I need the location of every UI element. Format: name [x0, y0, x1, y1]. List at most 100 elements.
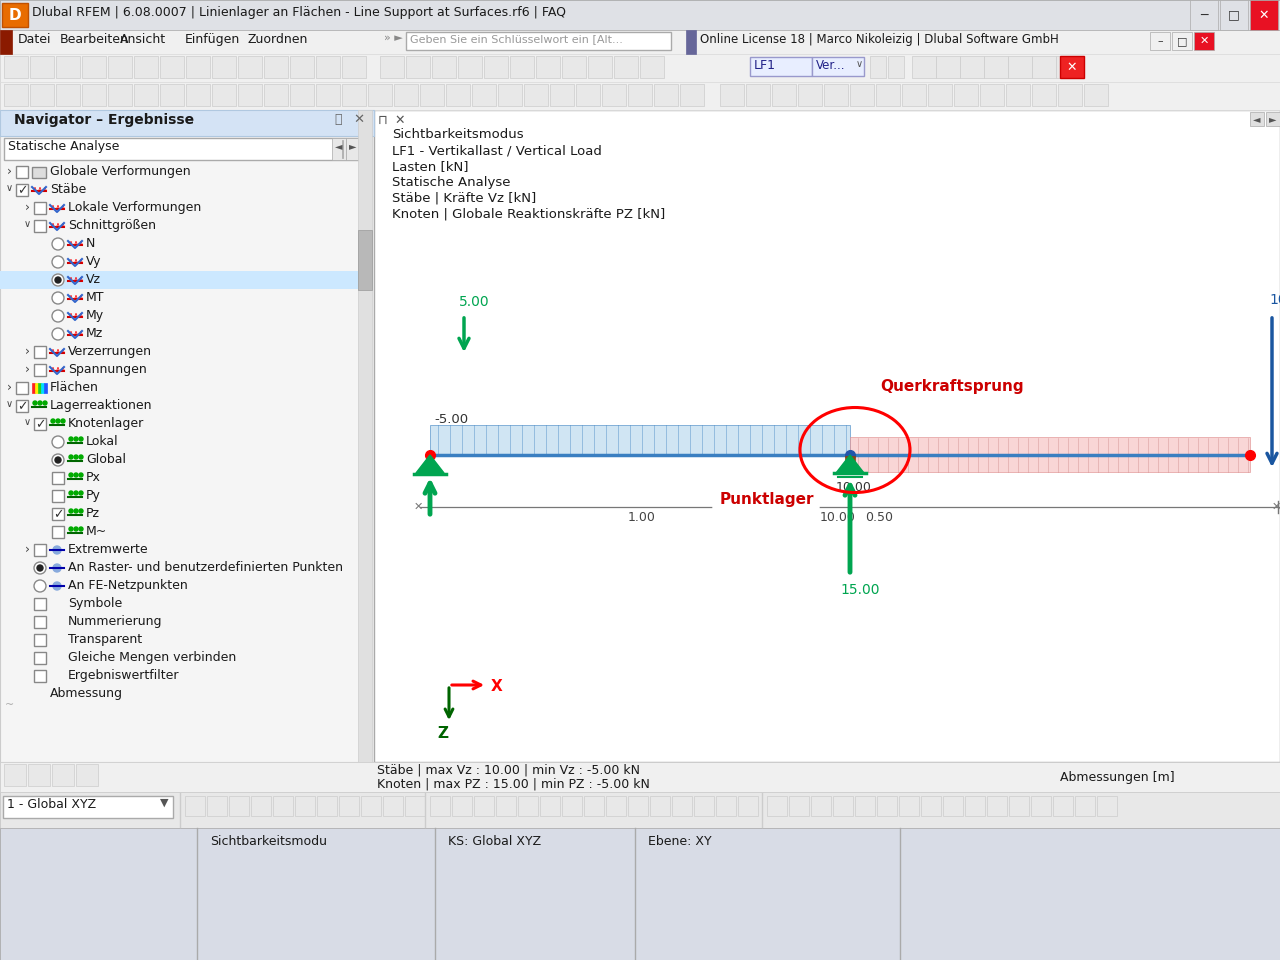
Bar — [0, 110, 374, 136]
Bar — [0, 271, 372, 289]
Text: ◄: ◄ — [335, 141, 343, 151]
Circle shape — [79, 491, 83, 495]
Circle shape — [61, 419, 65, 423]
Bar — [877, 796, 897, 816]
Bar — [316, 56, 340, 78]
Text: Ergebniswertfilter: Ergebniswertfilter — [68, 669, 179, 682]
Circle shape — [52, 436, 64, 448]
Bar — [374, 110, 1280, 762]
Bar — [15, 382, 28, 394]
Circle shape — [52, 454, 64, 466]
Circle shape — [69, 455, 73, 459]
Text: ✓: ✓ — [17, 400, 27, 413]
Text: Abmessung: Abmessung — [50, 687, 123, 700]
Circle shape — [37, 565, 44, 571]
Text: ✕: ✕ — [1272, 502, 1280, 512]
Text: MT: MT — [86, 291, 105, 304]
Text: ✕: ✕ — [1199, 36, 1208, 46]
Bar — [1172, 32, 1192, 50]
Text: ∨: ∨ — [856, 59, 863, 69]
Bar — [4, 84, 28, 106]
Bar — [4, 764, 26, 786]
Bar — [160, 56, 184, 78]
Text: ~: ~ — [5, 700, 14, 710]
Text: -5.00: -5.00 — [434, 413, 468, 426]
Bar — [346, 138, 360, 160]
Text: M~: M~ — [86, 525, 108, 538]
Text: Px: Px — [86, 471, 101, 484]
Bar — [1190, 0, 1219, 30]
Circle shape — [79, 473, 83, 477]
Bar — [833, 796, 852, 816]
Bar — [943, 796, 963, 816]
Bar — [406, 56, 430, 78]
Text: 📌: 📌 — [334, 113, 342, 126]
Bar — [35, 598, 46, 610]
Text: Lokal: Lokal — [86, 435, 119, 448]
Text: Bearbeiten: Bearbeiten — [60, 33, 129, 46]
Bar — [550, 84, 573, 106]
FancyBboxPatch shape — [873, 373, 1007, 401]
Text: KS: Global XYZ: KS: Global XYZ — [448, 835, 541, 848]
Bar — [361, 796, 381, 816]
Text: Abmessungen [m]: Abmessungen [m] — [1060, 771, 1175, 784]
Text: ✓: ✓ — [52, 508, 64, 521]
Bar — [899, 796, 919, 816]
Circle shape — [55, 457, 61, 463]
Bar — [406, 32, 671, 50]
Bar — [716, 796, 736, 816]
Bar — [562, 796, 582, 816]
Bar — [960, 56, 984, 78]
Text: 15.00: 15.00 — [840, 583, 879, 597]
Bar — [850, 437, 1251, 472]
Text: ►: ► — [349, 141, 357, 151]
Bar — [772, 84, 796, 106]
Text: Knoten | max PZ : 15.00 | min PZ : -5.00 kN: Knoten | max PZ : 15.00 | min PZ : -5.00… — [378, 777, 650, 790]
Text: ✕: ✕ — [353, 113, 364, 126]
Bar — [32, 383, 35, 393]
Text: Zuordnen: Zuordnen — [248, 33, 308, 46]
Bar — [876, 84, 900, 106]
Bar — [812, 796, 831, 816]
Bar — [536, 56, 561, 78]
Bar — [264, 56, 288, 78]
Bar — [35, 364, 46, 376]
Bar — [4, 138, 358, 160]
Text: ◄: ◄ — [1253, 114, 1261, 124]
Bar — [797, 84, 822, 106]
Bar — [3, 3, 28, 27]
Text: ∨: ∨ — [6, 399, 13, 409]
Bar — [0, 792, 1280, 828]
Text: My: My — [86, 309, 104, 322]
Bar — [52, 508, 64, 520]
Text: ∨: ∨ — [24, 417, 31, 427]
Bar — [38, 383, 41, 393]
Bar — [28, 764, 50, 786]
Bar — [0, 762, 374, 792]
Bar — [1056, 56, 1080, 78]
Bar — [1059, 84, 1082, 106]
Text: Extremwerte: Extremwerte — [68, 543, 148, 556]
Bar — [965, 796, 986, 816]
Bar — [980, 84, 1004, 106]
Text: Flächen: Flächen — [50, 381, 99, 394]
Bar — [35, 652, 46, 664]
Bar — [0, 828, 1280, 960]
Bar — [562, 56, 586, 78]
Bar — [291, 84, 314, 106]
Bar — [680, 84, 704, 106]
Text: An Raster- und benutzerdefinierten Punkten: An Raster- und benutzerdefinierten Punkt… — [68, 561, 343, 574]
Text: ›: › — [26, 363, 29, 376]
Bar — [207, 796, 227, 816]
Text: Stäbe: Stäbe — [50, 183, 86, 196]
Bar — [369, 84, 392, 106]
Bar — [484, 56, 508, 78]
Text: Ver...: Ver... — [817, 59, 846, 72]
Bar — [739, 796, 758, 816]
Bar — [1030, 796, 1051, 816]
Circle shape — [51, 419, 55, 423]
Bar — [82, 56, 106, 78]
Text: Transparent: Transparent — [68, 633, 142, 646]
Text: Lasten [kN]: Lasten [kN] — [392, 160, 468, 173]
Bar — [294, 796, 315, 816]
